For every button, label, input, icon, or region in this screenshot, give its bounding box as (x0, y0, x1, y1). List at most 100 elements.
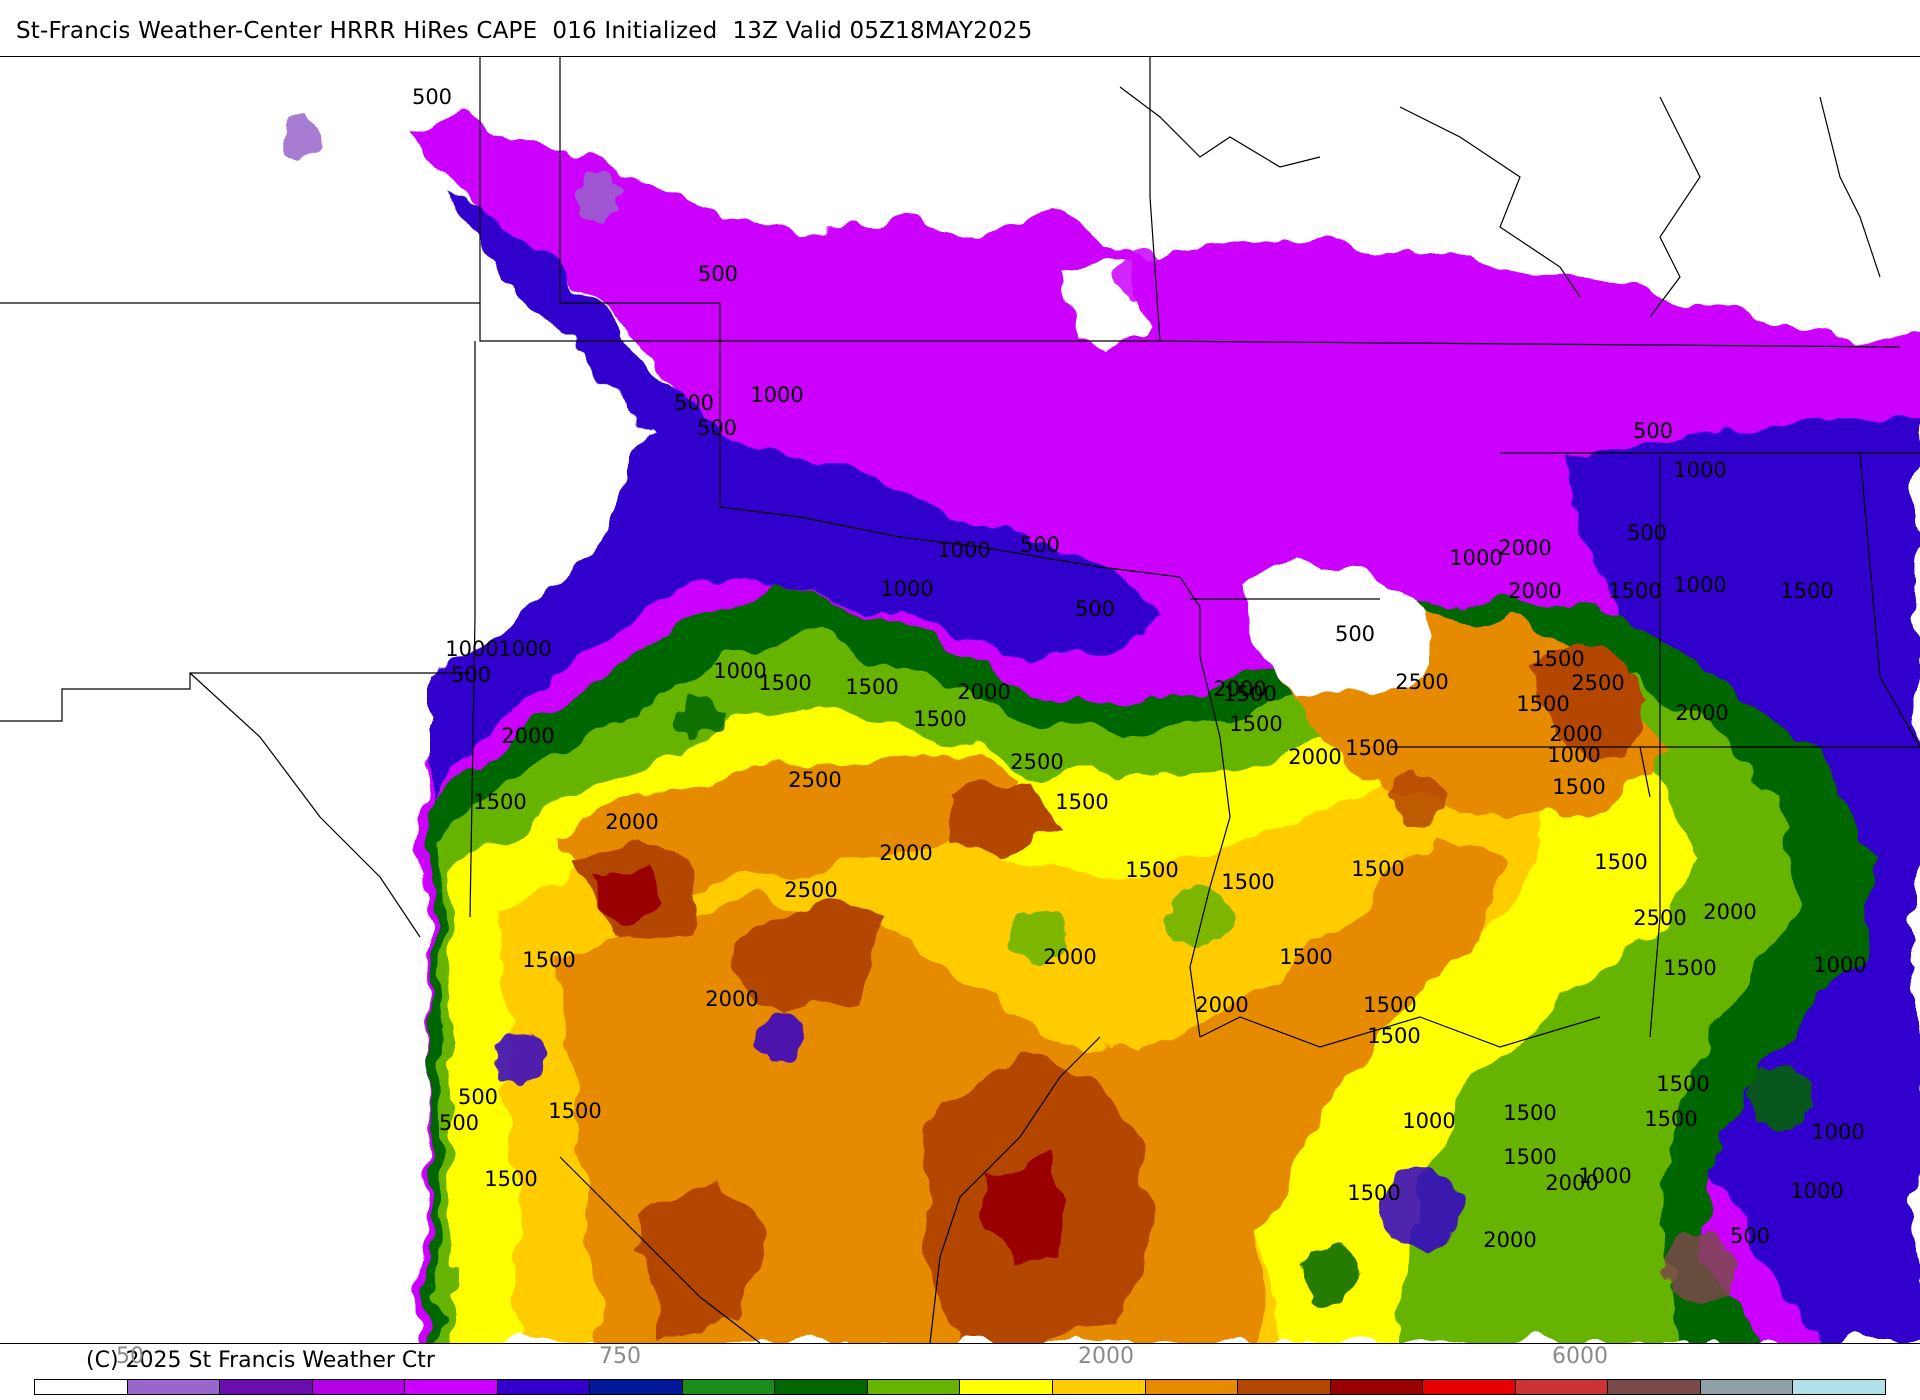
contour-label: 2000 (1703, 900, 1756, 924)
cape-colorbar (34, 1379, 1886, 1395)
contour-label: 1500 (913, 707, 966, 731)
contour-label: 1500 (1552, 775, 1605, 799)
contour-label: 1000 (1402, 1109, 1455, 1133)
cape-region-orange-nw (560, 747, 1020, 897)
contour-label: 1000 (1449, 546, 1502, 570)
contour-label: 1500 (1345, 736, 1398, 760)
colorbar-swatch (590, 1380, 683, 1394)
cape-region-darkred (985, 1157, 1070, 1267)
cape-map: 500 500 500 500 1000 1000 1000 500 500 1000 1000 15… (0, 56, 1920, 1344)
contour-label: 1500 (1363, 993, 1416, 1017)
boundary-line (1819, 96, 1881, 278)
boundary-line (559, 1156, 761, 1343)
contour-label: 500 (674, 391, 714, 415)
cape-fill-layer (410, 117, 1920, 1343)
contour-label: 1500 (1594, 850, 1647, 874)
contour-label: 2000 (705, 987, 758, 1011)
colorbar-swatch (35, 1380, 128, 1394)
cape-region-brown-ne (1530, 637, 1650, 757)
contour-label: 2000 (1043, 945, 1096, 969)
cape-cell (280, 117, 320, 157)
cape-cell (1114, 251, 1166, 303)
colorbar-swatch (1700, 1380, 1794, 1394)
cape-cell (1170, 887, 1230, 947)
boundary-line (189, 672, 421, 938)
contour-label: 1500 (1516, 692, 1569, 716)
contour-label: 1000 (1578, 1164, 1631, 1188)
contour-label: 1000 (1673, 458, 1726, 482)
cape-cell (1664, 1231, 1736, 1303)
map-title: St-Francis Weather-Center HRRR HiRes CAP… (16, 18, 1033, 44)
cape-cell (1380, 1167, 1460, 1247)
cape-region-blue (430, 187, 1160, 797)
colorbar-swatch (682, 1380, 776, 1394)
contour-label: 1500 (1656, 1072, 1709, 1096)
cape-region-white (1240, 557, 1420, 697)
copyright-text: (C) 2025 St Francis Weather Ctr (86, 1348, 435, 1373)
cape-region-brown-mid (740, 897, 880, 1017)
boundary-line (1199, 1016, 1601, 1048)
contour-label: 2500 (1571, 671, 1624, 695)
colorbar-swatch (127, 1380, 221, 1394)
contour-label: 1500 (1055, 790, 1108, 814)
contour-label: 1500 (1367, 1024, 1420, 1048)
boundary-line (1649, 96, 1701, 318)
colorbar-swatch (220, 1380, 313, 1394)
contour-label: 1500 (1221, 870, 1274, 894)
contour-label: 1500 (1347, 1181, 1400, 1205)
state-boundaries (0, 57, 1920, 1343)
contour-label: 1500 (473, 790, 526, 814)
colorbar-swatch (960, 1380, 1054, 1394)
contour-label: 2000 (1549, 722, 1602, 746)
contour-label: 1000 (1813, 953, 1866, 977)
cape-region-brown-north (950, 777, 1060, 857)
cape-cell (1746, 1063, 1814, 1131)
contour-label: 2500 (784, 878, 837, 902)
contour-label: 1000 (880, 577, 933, 601)
contour-label: 1500 (845, 675, 898, 699)
contour-label: 1500 (1279, 945, 1332, 969)
colorbar-swatch (1330, 1380, 1424, 1394)
cape-cell (756, 1013, 804, 1061)
boundary-line (1649, 457, 1661, 1038)
colorbar-swatch (312, 1380, 406, 1394)
contour-label: 1500 (1503, 1145, 1556, 1169)
contour-label: 500 (698, 262, 738, 286)
contour-label: 500 (697, 416, 737, 440)
contour-label: 2000 (1498, 536, 1551, 560)
cape-cell (1012, 909, 1068, 965)
colorbar-swatch (867, 1380, 961, 1394)
contour-label: 1000 (1673, 573, 1726, 597)
boundary-line (1119, 86, 1321, 168)
contour-label: 2500 (788, 768, 841, 792)
contour-label: 1500 (1663, 956, 1716, 980)
contour-label: 2500 (1395, 670, 1448, 694)
contour-label: 500 (1627, 521, 1667, 545)
boundary-line (1859, 452, 1920, 748)
boundary-line (469, 341, 476, 918)
contour-label: 2000 (605, 810, 658, 834)
cape-cell (678, 695, 722, 739)
contour-label: 1000 (498, 637, 551, 661)
cape-cell (494, 1031, 546, 1083)
contour-label: 1500 (548, 1099, 601, 1123)
colorbar-swatch (1608, 1380, 1701, 1394)
colorbar-swatch (1515, 1380, 1609, 1394)
contour-label: 1000 (445, 637, 498, 661)
contour-label: 2000 (1195, 993, 1248, 1017)
contour-label: 1500 (1608, 579, 1661, 603)
colorbar-swatch (1793, 1380, 1885, 1394)
cape-cell (1394, 771, 1446, 823)
contour-label: 500 (1335, 622, 1375, 646)
boundary-line (1399, 106, 1581, 298)
colorbar-tick-label: 750 (599, 1344, 641, 1369)
colorbar-swatch (405, 1380, 498, 1394)
colorbar-swatch (1238, 1380, 1331, 1394)
contour-label: 1000 (713, 659, 766, 683)
contour-label: 500 (1730, 1224, 1770, 1248)
colorbar-swatch (1145, 1380, 1239, 1394)
contour-label: 500 (1075, 597, 1115, 621)
contour-label: 2000 (957, 680, 1010, 704)
contour-label: 1000 (750, 383, 803, 407)
boundary-line (0, 57, 481, 304)
